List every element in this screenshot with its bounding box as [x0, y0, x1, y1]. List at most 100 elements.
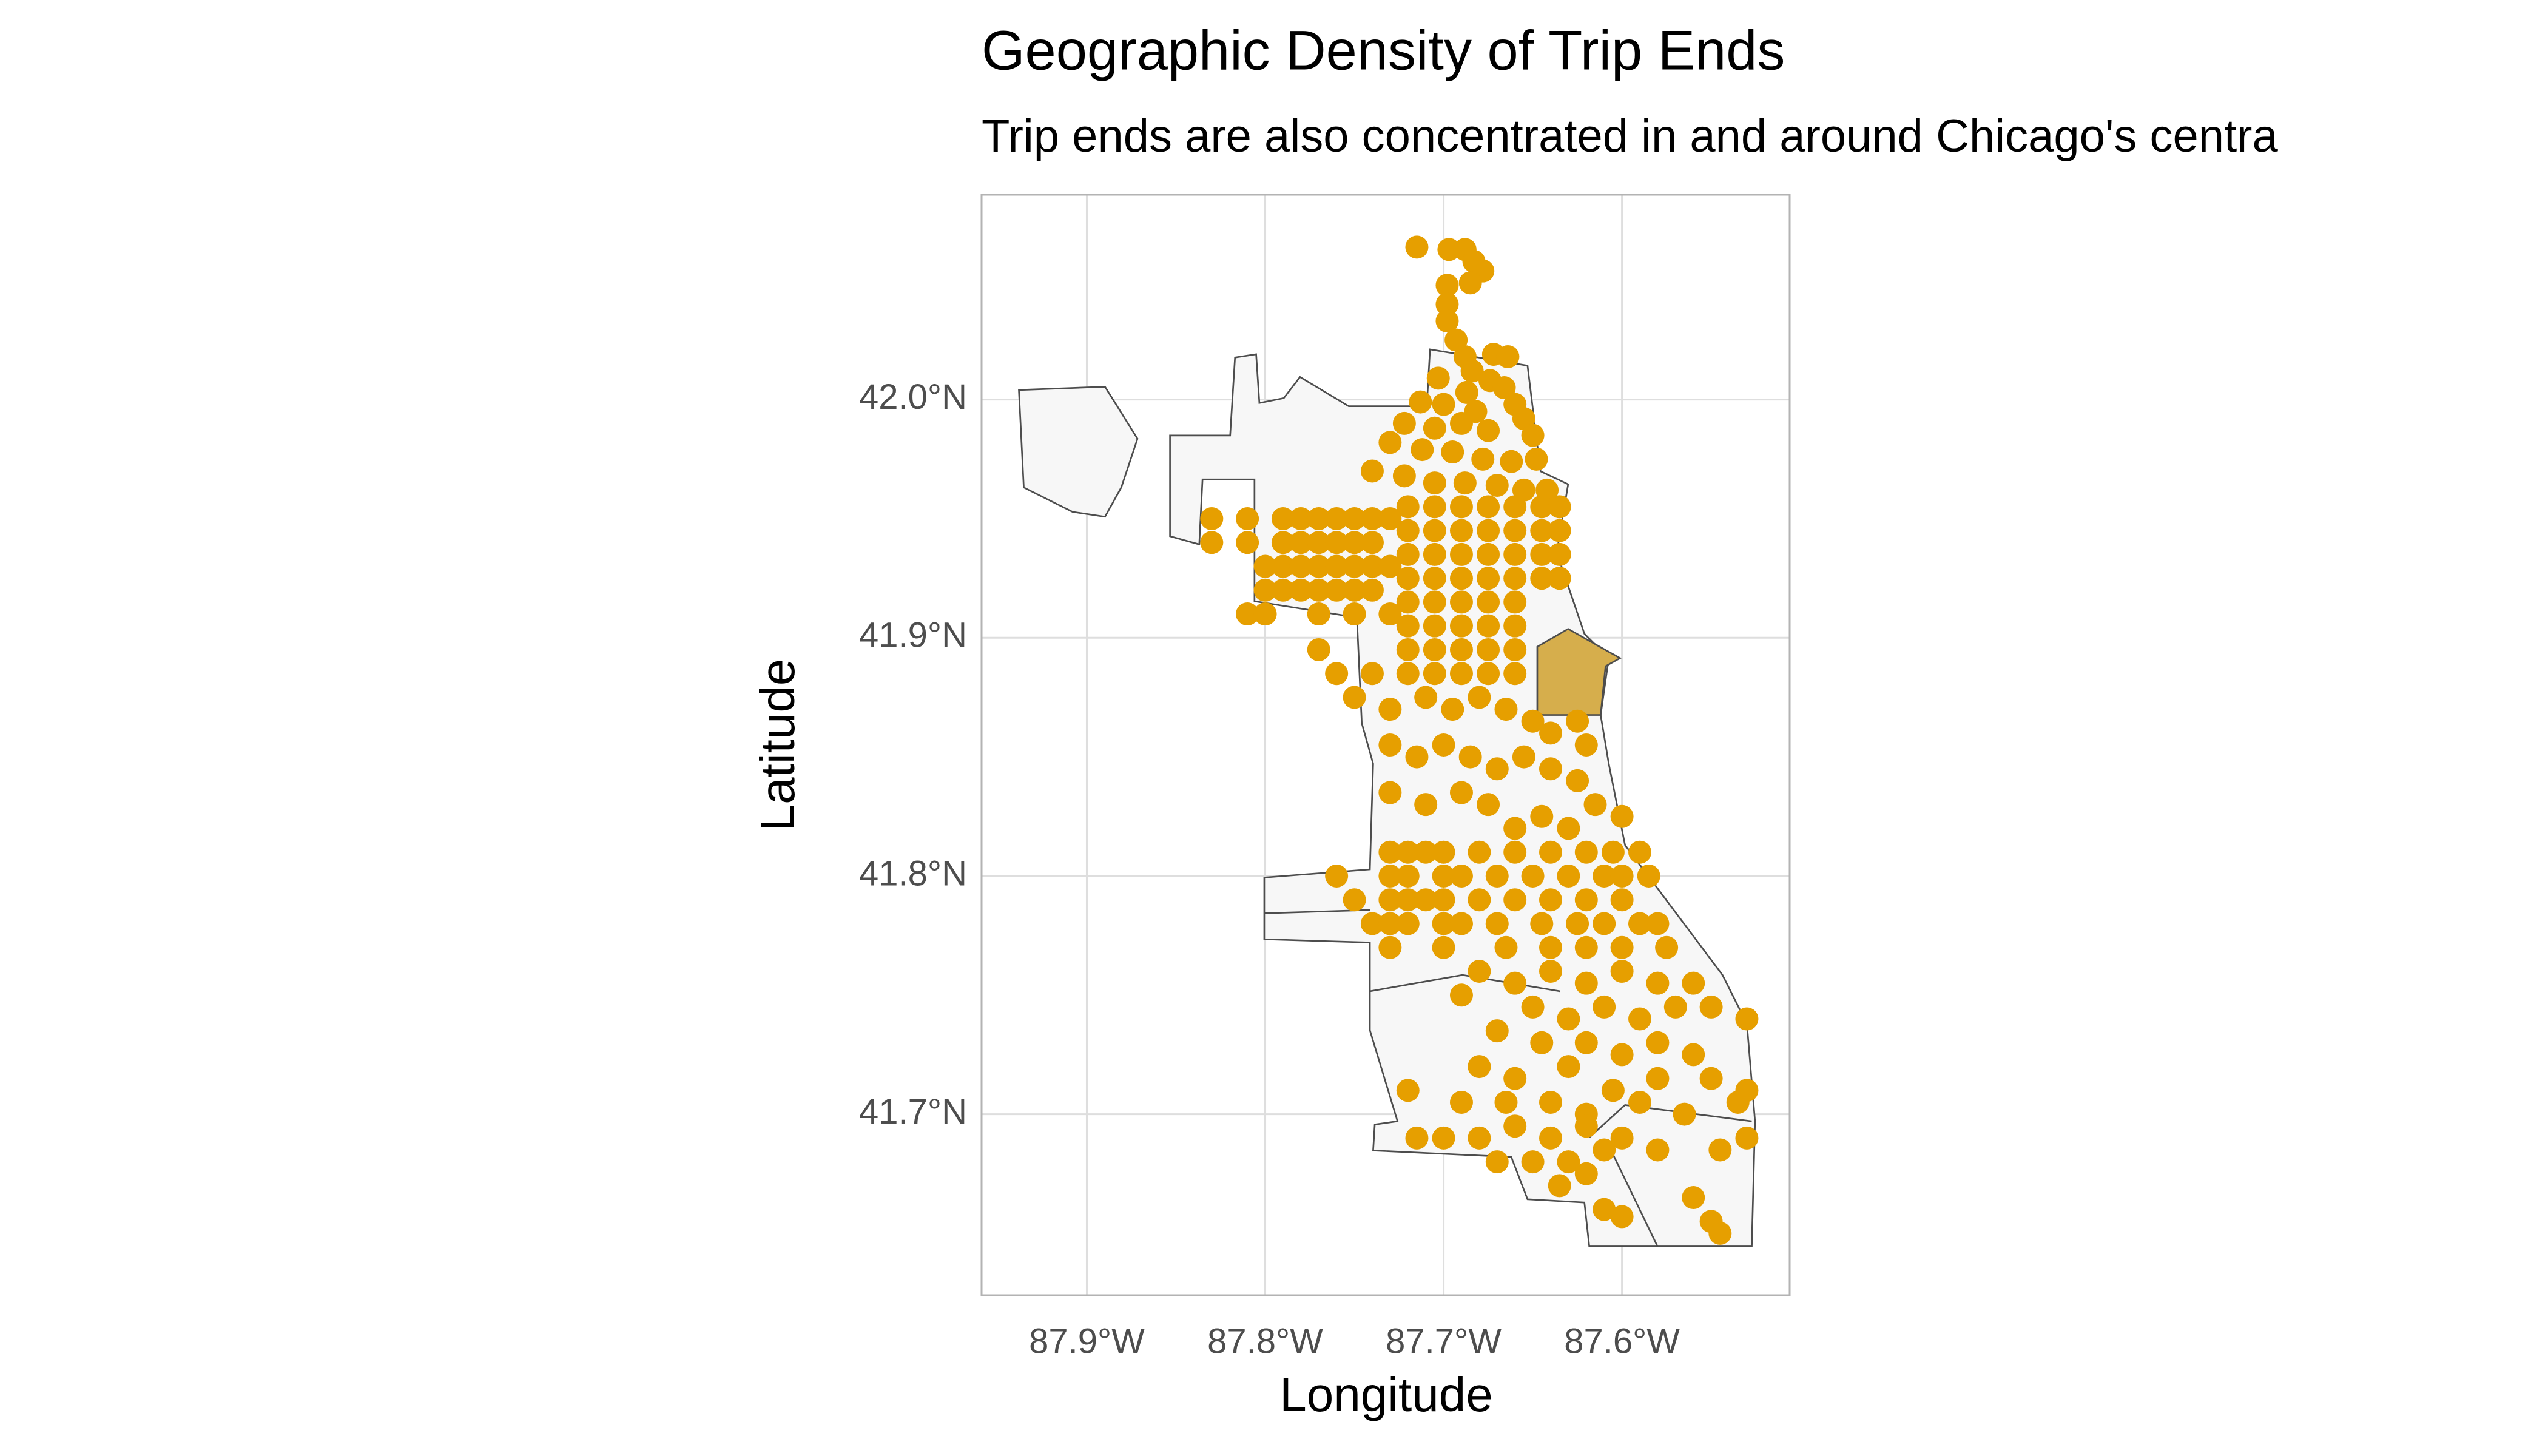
point: [1378, 912, 1402, 935]
point: [1343, 554, 1366, 578]
point: [1521, 864, 1545, 888]
point: [1503, 542, 1527, 566]
point: [1655, 935, 1679, 959]
point: [1574, 1114, 1598, 1138]
point: [1392, 411, 1416, 435]
point: [1423, 662, 1446, 686]
point: [1449, 411, 1473, 435]
x-tick-label: 87.8°W: [1207, 1321, 1323, 1361]
point: [1453, 471, 1477, 495]
point: [1539, 757, 1562, 781]
point: [1360, 459, 1384, 483]
point: [1468, 1055, 1491, 1079]
point: [1378, 602, 1402, 626]
point: [1307, 507, 1330, 530]
point: [1539, 960, 1562, 983]
point: [1414, 686, 1438, 709]
point: [1343, 531, 1366, 554]
point: [1271, 578, 1295, 602]
point: [1503, 840, 1527, 864]
point: [1583, 793, 1607, 817]
point: [1253, 602, 1277, 626]
point: [1503, 662, 1527, 686]
point: [1708, 1138, 1732, 1162]
point: [1592, 912, 1616, 935]
point: [1485, 912, 1509, 935]
point: [1557, 864, 1580, 888]
point: [1592, 995, 1616, 1019]
point: [1432, 733, 1455, 757]
point: [1253, 554, 1277, 578]
point: [1449, 983, 1473, 1007]
point: [1449, 495, 1473, 519]
chart-subtitle: Trip ends are also concentrated in and a…: [982, 110, 2278, 162]
point: [1455, 380, 1478, 404]
point: [1503, 638, 1527, 661]
point: [1610, 888, 1634, 912]
y-axis-title: Latitude: [750, 659, 804, 832]
point: [1414, 793, 1438, 817]
point: [1521, 995, 1545, 1019]
point: [1539, 721, 1562, 745]
point: [1271, 507, 1295, 530]
point: [1360, 912, 1384, 935]
point: [1378, 888, 1402, 912]
y-tick-label: 41.9°N: [859, 616, 967, 655]
point: [1521, 1150, 1545, 1174]
point: [1628, 840, 1652, 864]
point: [1449, 590, 1473, 614]
point: [1530, 804, 1554, 828]
point: [1574, 971, 1598, 995]
point: [1343, 888, 1366, 912]
point: [1530, 567, 1554, 590]
point: [1307, 578, 1330, 602]
point: [1637, 864, 1660, 888]
point: [1496, 345, 1520, 368]
point: [1441, 698, 1464, 721]
district-line: [1588, 1104, 1752, 1139]
point: [1512, 745, 1535, 769]
point: [1610, 935, 1634, 959]
point: [1494, 698, 1518, 721]
point: [1646, 971, 1670, 995]
point: [1392, 464, 1416, 488]
point: [1485, 864, 1509, 888]
point: [1426, 366, 1450, 390]
point: [1699, 995, 1723, 1019]
point: [1735, 1126, 1759, 1150]
point: [1423, 638, 1446, 661]
point: [1378, 864, 1402, 888]
point: [1539, 1090, 1562, 1114]
point: [1200, 531, 1224, 554]
point: [1405, 1126, 1429, 1150]
point: [1610, 1205, 1634, 1228]
point: [1468, 960, 1491, 983]
point: [1477, 614, 1500, 638]
point: [1477, 793, 1500, 817]
point: [1521, 423, 1545, 447]
point: [1485, 757, 1509, 781]
point: [1682, 1186, 1705, 1210]
point: [1557, 1055, 1580, 1079]
point: [1682, 1043, 1705, 1067]
point: [1503, 888, 1527, 912]
point: [1592, 1198, 1616, 1221]
point: [1449, 567, 1473, 590]
point: [1325, 531, 1349, 554]
point: [1378, 431, 1402, 454]
district-line: [1369, 974, 1560, 993]
point: [1396, 590, 1420, 614]
point: [1432, 840, 1455, 864]
point: [1460, 359, 1484, 383]
point: [1449, 912, 1473, 935]
point: [1530, 542, 1554, 566]
point: [1628, 1090, 1652, 1114]
point: [1343, 602, 1366, 626]
point: [1574, 840, 1598, 864]
point: [1432, 935, 1455, 959]
point: [1441, 440, 1464, 464]
point: [1548, 1174, 1571, 1198]
point: [1574, 1162, 1598, 1185]
point: [1477, 590, 1500, 614]
point: [1343, 686, 1366, 709]
